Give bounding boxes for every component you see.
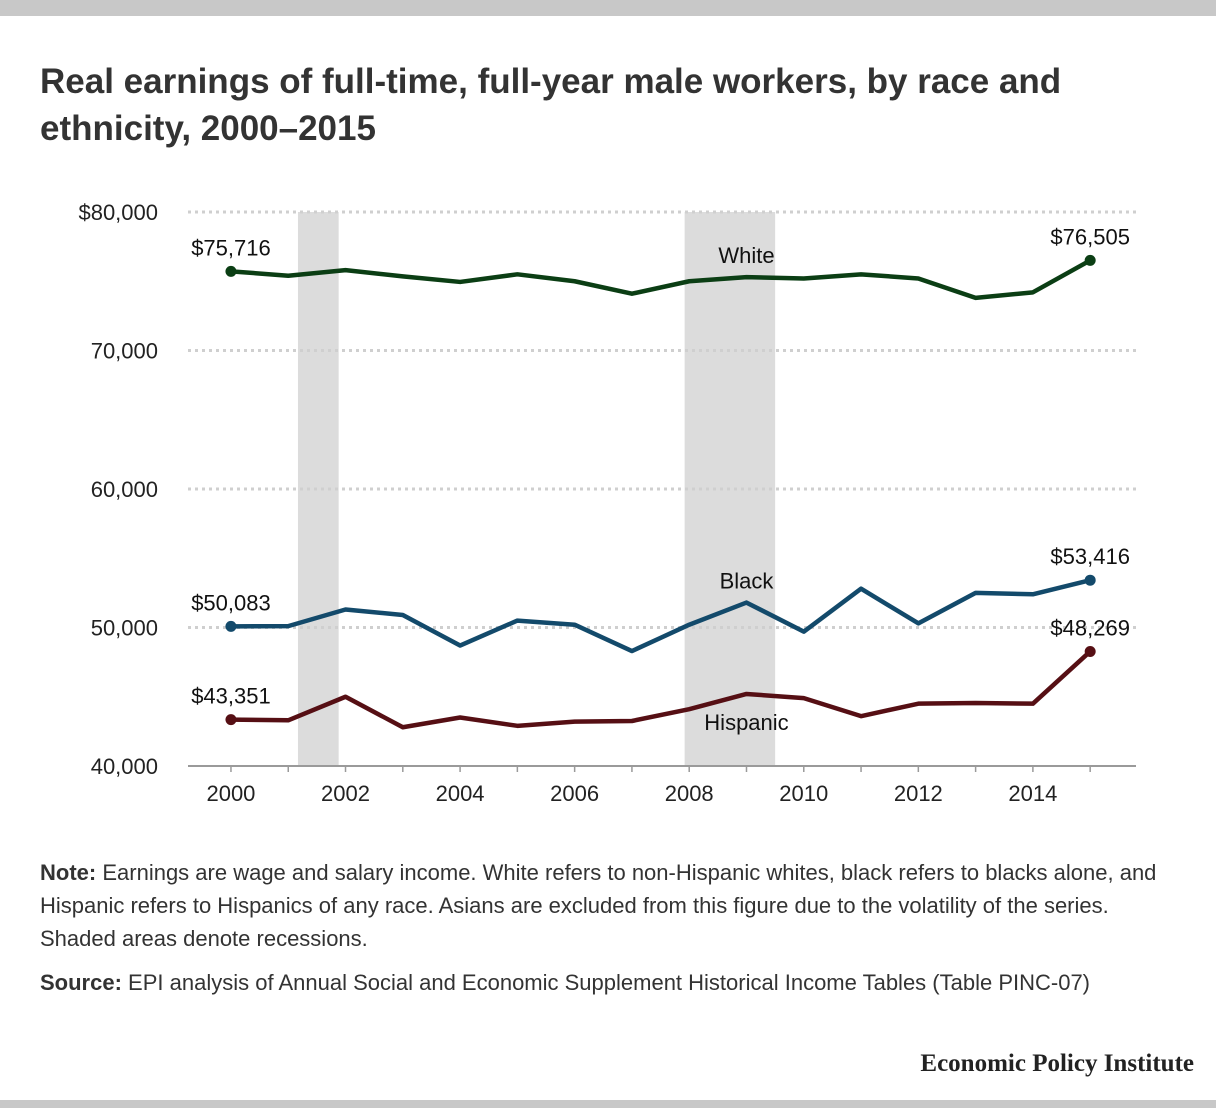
brand-logo-text: Economic Policy Institute [920,1050,1194,1077]
black-endpoint-marker-start [225,620,237,632]
x-tick-label: 2000 [206,781,255,806]
bottom-border-bar [0,1100,1216,1108]
y-tick-label: 40,000 [91,754,158,779]
y-tick-label: 70,000 [91,339,158,364]
y-tick-label: 50,000 [91,616,158,641]
black-endpoint-label-start: $50,083 [191,590,271,615]
x-tick-label: 2010 [779,781,828,806]
white-endpoint-marker-end [1084,254,1096,266]
black-series-label: Black [720,569,775,594]
chart-note: Note: Earnings are wage and salary incom… [40,856,1190,955]
source-text: EPI analysis of Annual Social and Econom… [128,970,1091,995]
hispanic-endpoint-label-start: $43,351 [191,684,271,709]
white-endpoint-label-start: $75,716 [191,235,271,260]
top-border-bar [0,0,1216,16]
white-series-line [228,258,1093,301]
white-endpoint-label-end: $76,505 [1050,224,1130,249]
x-tick-label: 2014 [1008,781,1057,806]
y-tick-label: $80,000 [78,200,158,225]
chart-source: Source: EPI analysis of Annual Social an… [40,966,1190,999]
y-tick-label: 60,000 [91,477,158,502]
data-labels: $75,716 $76,505 White $50,083 $53,416 Black $4… [191,224,1130,735]
recession-band-0 [297,212,339,766]
hispanic-series-line [228,649,1093,730]
black-series-line [228,577,1093,654]
chart-title: Real earnings of full-time, full-year ma… [40,62,1062,148]
hispanic-series-label: Hispanic [704,710,788,735]
note-text: Earnings are wage and salary income. Whi… [40,860,1157,951]
x-tick-label: 2004 [436,781,485,806]
white-series-label: White [718,243,774,268]
line-chart: 2000 2002 2004 2006 2008 2010 2012 2014 40,000 50… [78,200,1136,806]
series [225,254,1096,730]
black-endpoint-label-end: $53,416 [1050,544,1130,569]
hispanic-endpoint-marker-start [225,714,237,726]
x-tick-label: 2002 [321,781,370,806]
source-label: Source: [40,970,122,995]
black-endpoint-marker-end [1084,574,1096,586]
hispanic-endpoint-label-end: $48,269 [1050,615,1130,640]
x-tick-label: 2006 [550,781,599,806]
x-tick-label: 2008 [665,781,714,806]
note-label: Note: [40,860,97,885]
white-endpoint-marker-start [225,265,237,277]
hispanic-endpoint-marker-end [1084,645,1096,657]
axes: 2000 2002 2004 2006 2008 2010 2012 2014 40,000 50… [78,200,1136,806]
recession-shading [297,212,776,766]
x-tick-label: 2012 [894,781,943,806]
